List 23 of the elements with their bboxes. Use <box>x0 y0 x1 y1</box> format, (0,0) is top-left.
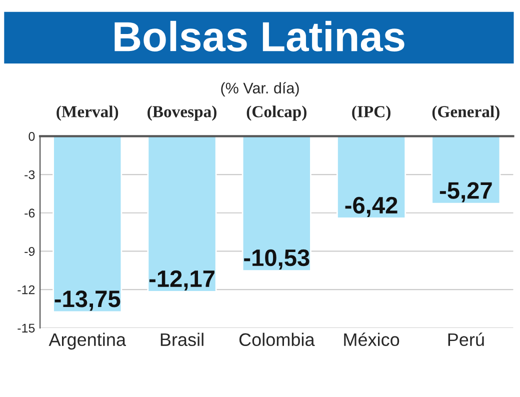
text: (Colcap) <box>246 106 306 121</box>
y-tick-label: -3 <box>24 170 35 180</box>
x-tick-label: Brasil <box>160 332 204 346</box>
text: (Bovespa) <box>148 106 216 121</box>
chart-title: Bolsas Latinas <box>114 20 404 52</box>
x-tick-label: México <box>344 332 400 346</box>
x-tick-label: Argentina <box>48 332 126 350</box>
data-label: -13,75 <box>54 290 120 311</box>
y-tick-label: 0 <box>28 132 35 141</box>
y-tick-label: -6 <box>24 208 35 218</box>
data-label: -5,27 <box>440 182 492 202</box>
text: (IPC) <box>352 106 390 121</box>
data-label: -12,17 <box>149 270 214 290</box>
data-label: -6,42 <box>345 196 398 217</box>
text: (General) <box>432 106 500 121</box>
x-tick-label: Perú <box>448 332 484 346</box>
text: (Merval) <box>56 106 118 121</box>
y-tick-label: -15 <box>18 324 35 333</box>
x-tick-label: Colombia <box>239 332 315 346</box>
chart-subtitle: (% Var. día) <box>221 82 299 97</box>
y-tick-label: -9 <box>24 247 35 256</box>
y-tick-label: -12 <box>18 285 35 294</box>
data-label: -10,53 <box>244 249 310 270</box>
